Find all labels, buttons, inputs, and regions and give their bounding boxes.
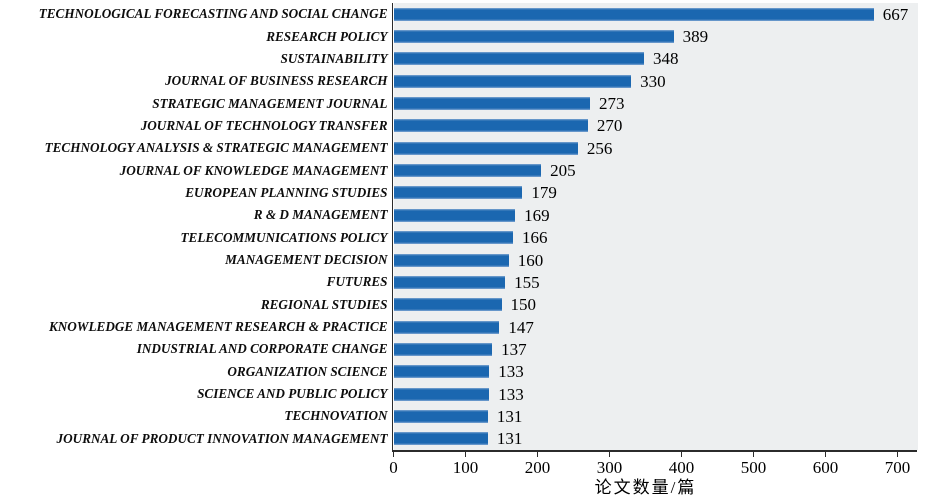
bar	[393, 275, 506, 289]
category-label: TECHNOVATION	[284, 408, 388, 424]
category-label: RESEARCH POLICY	[266, 28, 388, 44]
bar-value-label: 147	[508, 317, 534, 337]
bar-value-label: 137	[501, 339, 527, 359]
x-tick-label: 500	[740, 458, 767, 477]
bar-value-label: 270	[596, 116, 623, 136]
bar-value-label: 131	[496, 406, 523, 426]
category-label: ORGANIZATION SCIENCE	[227, 363, 388, 379]
category-label: SCIENCE AND PUBLIC POLICY	[197, 386, 388, 402]
x-tick-mark	[680, 451, 683, 457]
x-tick-mark	[752, 451, 755, 457]
bar	[393, 409, 488, 423]
bar	[393, 320, 500, 334]
bar	[393, 298, 502, 312]
bar	[393, 141, 578, 155]
bar-value-label: 169	[524, 205, 550, 225]
x-axis-title: 论文数量/篇	[594, 478, 697, 497]
x-tick-label: 400	[668, 458, 695, 477]
category-label: STRATEGIC MANAGEMENT JOURNAL	[152, 95, 388, 111]
x-tick-label: 700	[884, 458, 911, 477]
category-label: TECHNOLOGICAL FORECASTING AND SOCIAL CHA…	[38, 6, 388, 22]
bar	[393, 186, 523, 200]
bar-value-label: 256	[586, 138, 613, 158]
bar	[393, 342, 493, 356]
x-tick-mark	[464, 451, 467, 457]
x-tick-mark	[608, 451, 611, 457]
bar-value-label: 330	[640, 71, 666, 91]
bar	[393, 30, 674, 44]
x-tick-label: 100	[452, 458, 479, 477]
category-label: JOURNAL OF BUSINESS RESEARCH	[165, 73, 388, 89]
bar-value-label: 133	[498, 362, 524, 382]
bar-value-label: 348	[653, 49, 679, 69]
category-label: SUSTAINABILITY	[280, 50, 388, 66]
bar	[393, 97, 591, 111]
bar	[393, 208, 516, 222]
bar	[393, 231, 514, 245]
category-label: TELECOMMUNICATIONS POLICY	[180, 229, 388, 245]
category-label: MANAGEMENT DECISION	[225, 252, 388, 268]
category-label: JOURNAL OF KNOWLEDGE MANAGEMENT	[119, 162, 388, 178]
bar-value-label: 155	[514, 272, 540, 292]
bar-value-label: 150	[510, 295, 537, 315]
x-tick-label: 600	[812, 458, 839, 477]
bar	[393, 164, 542, 178]
bar	[393, 119, 588, 133]
category-label: FUTURES	[326, 274, 388, 290]
category-label: TECHNOLOGY ANALYSIS & STRATEGIC MANAGEME…	[44, 140, 388, 156]
bar	[393, 74, 632, 88]
category-label: JOURNAL OF TECHNOLOGY TRANSFER	[140, 117, 388, 133]
bar-value-label: 179	[531, 183, 557, 203]
bar-value-label: 131	[496, 429, 523, 449]
x-tick-label: 0	[389, 458, 398, 477]
category-label: REGIONAL STUDIES	[260, 296, 388, 312]
x-tick-mark	[824, 451, 827, 457]
category-label: KNOWLEDGE MANAGEMENT RESEARCH & PRACTICE	[48, 319, 388, 335]
bar-value-label: 273	[599, 94, 625, 114]
plot-area	[393, 3, 918, 450]
x-tick-label: 200	[524, 458, 551, 477]
bar-value-label: 667	[882, 4, 909, 24]
bar	[393, 365, 490, 379]
bar-value-label: 160	[517, 250, 544, 270]
category-label: JOURNAL OF PRODUCT INNOVATION MANAGEMENT	[56, 430, 388, 446]
bar-value-label: 205	[550, 161, 576, 181]
x-tick-mark	[536, 451, 539, 457]
category-label: EUROPEAN PLANNING STUDIES	[185, 184, 388, 200]
bar-value-label: 133	[498, 384, 524, 404]
x-tick-label: 300	[596, 458, 623, 477]
category-label: R & D MANAGEMENT	[253, 207, 388, 223]
bar	[393, 387, 490, 401]
bar-value-label: 166	[522, 228, 548, 248]
bar	[393, 253, 509, 267]
x-tick-mark	[896, 451, 899, 457]
x-axis-line	[391, 450, 918, 452]
bar	[393, 7, 874, 21]
bar	[393, 52, 645, 66]
y-axis-line	[391, 3, 394, 452]
x-tick-mark	[392, 451, 395, 457]
category-label: INDUSTRIAL AND CORPORATE CHANGE	[136, 341, 388, 357]
bar-value-label: 389	[682, 27, 709, 47]
bar	[393, 432, 488, 446]
